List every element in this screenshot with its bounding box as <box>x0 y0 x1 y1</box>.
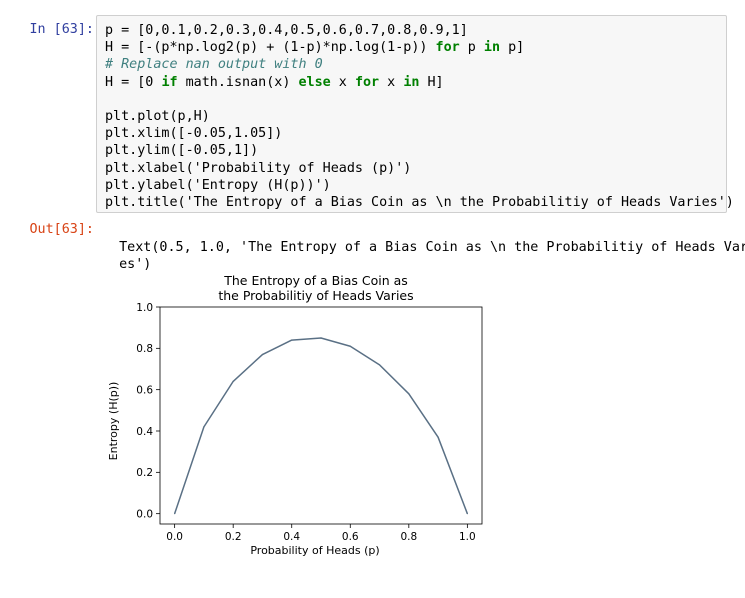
code-line: H = [0 if math.isnan(x) else x for x in … <box>105 74 734 91</box>
code-token: p] <box>500 40 525 56</box>
code-line: p = [0,0.1,0.2,0.3,0.4,0.5,0.6,0.7,0.8,0… <box>105 22 734 39</box>
code-token: plt.title('The Entropy of a Bias Coin as… <box>105 194 734 210</box>
data-point <box>174 513 176 515</box>
data-point <box>232 380 234 382</box>
x-tick-label: 0.6 <box>342 531 359 543</box>
code-editor[interactable]: p = [0,0.1,0.2,0.3,0.4,0.5,0.6,0.7,0.8,0… <box>105 22 734 211</box>
y-axis-label: Entropy (H(p)) <box>107 382 120 461</box>
code-token: H = [-(p*np.log2(p) + (1-p)*np.log(1-p)) <box>105 40 436 56</box>
y-tick-label: 0.2 <box>136 467 153 479</box>
output-prompt: Out[63]: <box>29 222 95 237</box>
code-token: x <box>330 74 355 90</box>
data-point <box>320 337 322 339</box>
data-point <box>349 345 351 347</box>
code-token: plt.xlabel('Probability of Heads (p)') <box>105 160 412 176</box>
x-tick-label: 0.4 <box>283 531 300 543</box>
code-line: plt.xlim([-0.05,1.05]) <box>105 125 734 142</box>
code-keyword: if <box>161 74 178 90</box>
y-tick-label: 0.8 <box>136 343 153 355</box>
y-tick-label: 0.4 <box>136 426 153 438</box>
x-tick-label: 0.8 <box>400 531 417 543</box>
code-token: plt.ylim([-0.05,1]) <box>105 143 259 159</box>
code-line: plt.ylim([-0.05,1]) <box>105 142 734 159</box>
code-line: plt.xlabel('Probability of Heads (p)') <box>105 160 734 177</box>
code-comment: # Replace nan output with 0 <box>105 57 323 73</box>
code-keyword: for <box>354 74 380 90</box>
data-point <box>408 393 410 395</box>
code-token: p <box>459 40 484 56</box>
data-point <box>378 364 381 366</box>
code-token: math.isnan(x) <box>177 74 299 90</box>
x-tick-label: 0.2 <box>225 531 242 543</box>
code-token: plt.xlim([-0.05,1.05]) <box>105 126 283 142</box>
output-text: Text(0.5, 1.0, 'The Entropy of a Bias Co… <box>103 222 745 274</box>
code-line: H = [-(p*np.log2(p) + (1-p)*np.log(1-p))… <box>105 39 734 56</box>
data-point <box>203 426 205 428</box>
x-axis-label: Probability of Heads (p) <box>250 544 379 557</box>
data-point <box>291 339 293 341</box>
code-token: plt.plot(p,H) <box>105 108 210 124</box>
plot-frame <box>159 306 483 525</box>
plot-figure: The Entropy of a Bias Coin as the Probab… <box>96 262 516 572</box>
code-line: plt.plot(p,H) <box>105 108 734 125</box>
code-line: # Replace nan output with 0 <box>105 56 734 73</box>
code-token: x <box>379 74 404 90</box>
input-prompt: In [63]: <box>29 22 95 37</box>
code-keyword: for <box>435 40 460 56</box>
output-line: Text(0.5, 1.0, 'The Entropy of a Bias Co… <box>119 240 745 256</box>
code-line <box>105 91 734 108</box>
data-point <box>466 513 468 515</box>
entropy-series-line <box>173 337 469 514</box>
code-line: plt.ylabel('Entropy (H(p))') <box>105 177 734 194</box>
data-point <box>261 353 264 356</box>
code-keyword: in <box>403 74 420 90</box>
y-tick-label: 0.0 <box>136 508 153 520</box>
code-token: p = [0,0.1,0.2,0.3,0.4,0.5,0.6,0.7,0.8,0… <box>105 23 468 38</box>
y-tick-label: 0.6 <box>136 384 153 396</box>
code-token: plt.ylabel('Entropy (H(p))') <box>105 177 331 193</box>
y-tick-label: 1.0 <box>136 302 153 314</box>
data-point <box>437 436 439 438</box>
code-token: H] <box>419 74 444 90</box>
code-line: plt.title('The Entropy of a Bias Coin as… <box>105 194 734 211</box>
chart-title-line-2: the Probabilitiy of Heads Varies <box>218 288 413 303</box>
x-tick-label: 0.0 <box>166 531 183 543</box>
x-tick-label: 1.0 <box>459 531 476 543</box>
code-keyword: else <box>298 74 331 90</box>
code-keyword: in <box>483 40 501 56</box>
entropy-line-chart: The Entropy of a Bias Coin as the Probab… <box>107 273 483 557</box>
code-cell-input[interactable]: p = [0,0.1,0.2,0.3,0.4,0.5,0.6,0.7,0.8,0… <box>96 15 734 213</box>
code-token: H = [0 <box>105 74 162 90</box>
chart-title-line-1: The Entropy of a Bias Coin as <box>223 273 408 288</box>
output-line: es') <box>119 257 152 273</box>
